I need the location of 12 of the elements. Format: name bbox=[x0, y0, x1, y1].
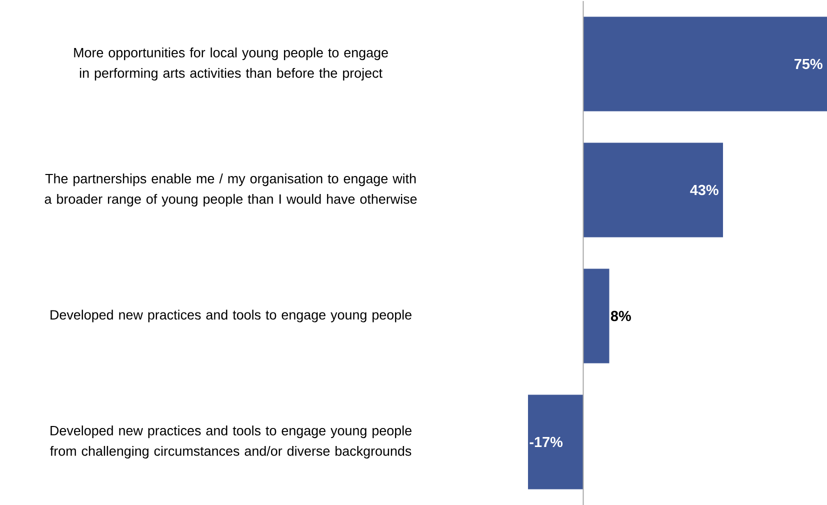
data-label: 75% bbox=[794, 58, 822, 70]
data-label: -17% bbox=[530, 436, 563, 448]
bar bbox=[583, 268, 610, 364]
bar bbox=[583, 16, 827, 112]
bar bbox=[583, 142, 724, 238]
y-tick-label: Developed new practices and tools to engage young people bbox=[50, 310, 412, 322]
y-tick-label: Developed new practices and tools to engage young people from challenging circumstances and/or diverse backgrounds bbox=[50, 426, 412, 458]
y-tick-label: The partnerships enable me / my organisation to engage with a broader range of young people than I would have otherwise bbox=[44, 174, 417, 206]
data-label: 8% bbox=[610, 310, 631, 322]
y-tick-label: More opportunities for local young people to engage in performing arts activities than before the project bbox=[74, 48, 388, 80]
data-label: 43% bbox=[690, 184, 718, 196]
bar bbox=[528, 394, 584, 490]
